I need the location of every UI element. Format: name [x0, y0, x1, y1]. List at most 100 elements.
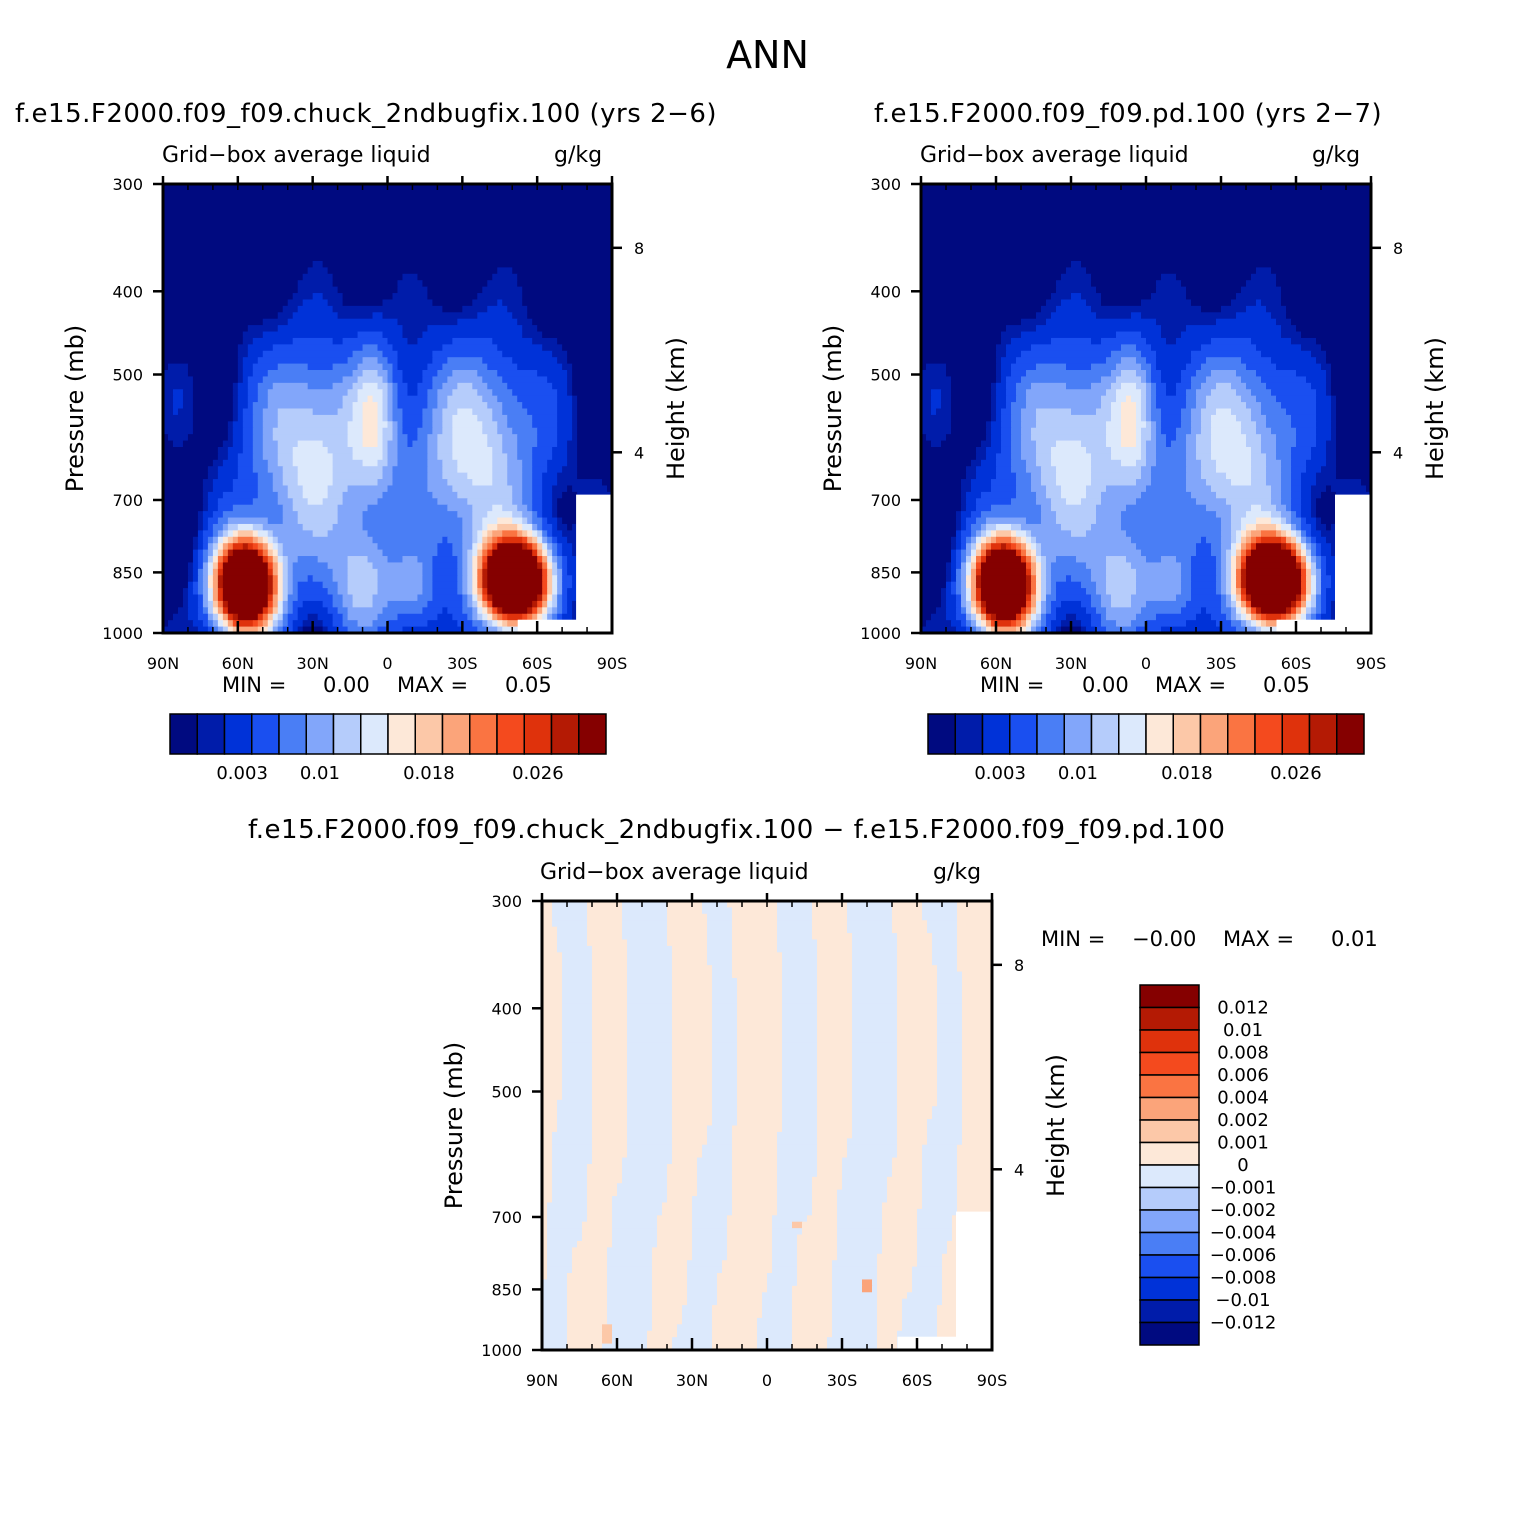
- panel3-colorbar-label: −0.006: [1210, 1245, 1277, 1266]
- panel3: 90N 60N 30N 0 30S 60S 90S 300 400 500 700 850 1000 8 4…: [440, 892, 1070, 1390]
- panel1-case-title: f.e15.F2000.f09_f09.chuck_2ndbugfix.100 …: [15, 99, 718, 129]
- panel1-colorbar-box: [550, 713, 580, 755]
- panel1-units-label: g/kg: [554, 143, 603, 168]
- panel1-colorbar-box: [441, 713, 471, 755]
- panel1-yright-label: 4: [634, 443, 644, 462]
- panel3-colorbar-label: 0.01: [1223, 1020, 1263, 1041]
- panel3-colorbar-label: 0: [1237, 1155, 1248, 1176]
- panel1-colorbar-label: 0.018: [403, 763, 455, 784]
- panel1-xtick-label: 90S: [597, 654, 628, 673]
- panel3-xtick-label: 60S: [902, 1371, 933, 1390]
- panel3-ylabel: Pressure (mb): [440, 1042, 468, 1209]
- panel2-ylabel: Pressure (mb): [819, 325, 847, 492]
- panel3-max-value: 0.01: [1331, 927, 1378, 951]
- panel3-xtick-label: 90N: [526, 1371, 558, 1390]
- panel3-colorbar-label: 0.002: [1217, 1110, 1269, 1131]
- panel3-units-label: g/kg: [933, 860, 982, 885]
- panel3-xtick-label: 60N: [601, 1371, 633, 1390]
- panel3-ytick-label: 300: [491, 892, 522, 911]
- panel2-case-title: f.e15.F2000.f09_f09.pd.100 (yrs 2−7): [874, 99, 1383, 129]
- panel1-ylabel: Pressure (mb): [61, 325, 89, 492]
- panel1-variable-label: Grid−box average liquid: [162, 143, 431, 168]
- panel2-colorbar-box: [1199, 713, 1229, 755]
- panel1-max-value: 0.05: [505, 673, 552, 697]
- panel2-ytick-label: 400: [870, 282, 901, 301]
- panel1-field: [163, 184, 613, 634]
- panel3-colorbar-label: 0.012: [1217, 998, 1269, 1019]
- panel1-colorbar: 0.003 0.01 0.018 0.026: [169, 713, 607, 784]
- panel1-xtick-label: 30S: [447, 654, 478, 673]
- panel3-colorbar-label: 0.006: [1217, 1065, 1269, 1086]
- panel2-colorbar-label: 0.01: [1058, 763, 1098, 784]
- panel2-colorbar-box: [1090, 713, 1120, 755]
- panel1-yright-label: 8: [634, 239, 644, 258]
- panel3-yright-label: 4: [1014, 1160, 1024, 1179]
- panel2-ylabel-right: Height (km): [1421, 337, 1449, 480]
- panel2-colorbar-box: [981, 713, 1011, 755]
- panel2-missing-1: [1276, 619, 1340, 633]
- panel3-min-value: −0.00: [1132, 927, 1197, 951]
- panel1-min-label: MIN =: [222, 673, 287, 697]
- panel1-min-value: 0.00: [323, 673, 370, 697]
- panel1-max-label: MAX =: [397, 673, 469, 697]
- panel2-min-value: 0.00: [1082, 673, 1129, 697]
- panel2-max-value: 0.05: [1263, 673, 1310, 697]
- panel2-colorbar-box: [1009, 713, 1038, 755]
- panel1-xtick-label: 60S: [522, 654, 553, 673]
- panel1-xtick-label: 90N: [147, 654, 179, 673]
- panel2-ytick-label: 700: [870, 491, 901, 510]
- panel3-colorbar-box: [1139, 1276, 1200, 1301]
- panel3-colorbar-box: [1139, 1186, 1200, 1211]
- panel2-xtick-label: 60S: [1281, 654, 1312, 673]
- panel3-colorbar-label: −0.001: [1210, 1178, 1277, 1199]
- panel1-ytick-label: 400: [112, 282, 143, 301]
- panel1-ylabel-right: Height (km): [662, 337, 690, 480]
- panel2-variable-label: Grid−box average liquid: [920, 143, 1189, 168]
- panel3-ytick-label: 500: [491, 1083, 522, 1102]
- panel2-colorbar-box: [1145, 713, 1174, 755]
- panel3-colorbar-label: 0.001: [1217, 1133, 1269, 1154]
- figure-title: ANN: [726, 33, 809, 77]
- panel3-max-label: MAX =: [1223, 927, 1295, 951]
- panel2-xtick-label: 30S: [1206, 654, 1237, 673]
- panel3-colorbar-label: −0.01: [1215, 1290, 1270, 1311]
- panel1-colorbar-label: 0.003: [216, 763, 268, 784]
- panel3-colorbar-box: [1139, 1164, 1200, 1189]
- panel3-xtick-label: 0: [762, 1371, 772, 1390]
- panel3-ytick-label: 850: [491, 1280, 522, 1299]
- panel2-xtick-label: 30N: [1055, 654, 1087, 673]
- panel2-xtick-label: 0: [1141, 654, 1151, 673]
- panel3-colorbar-label: −0.012: [1210, 1313, 1277, 1334]
- panel1-colorbar-box: [469, 713, 498, 755]
- panel3-colorbar-label: −0.008: [1210, 1268, 1277, 1289]
- panel2-min-label: MIN =: [980, 673, 1045, 697]
- panel2-colorbar-label: 0.026: [1270, 763, 1322, 784]
- panel3-colorbar-box: [1139, 1051, 1200, 1076]
- panel1-colorbar-box: [578, 713, 607, 755]
- panel2: 90N 60N 30N 0 30S 60S 90S 300 400 500 700 850 1000 8 4…: [819, 175, 1449, 673]
- panel2-colorbar-box: [1063, 713, 1093, 755]
- panel1: 90N 60N 30N 0 30S 60S 90S 300 400 500 700 850 1000 8 4…: [61, 175, 690, 673]
- panel3-ylabel-right: Height (km): [1042, 1054, 1070, 1197]
- panel3-colorbar-label: 0.004: [1217, 1088, 1269, 1109]
- panel3-colorbar-box: [1139, 984, 1200, 1009]
- panel3-min-label: MIN =: [1041, 927, 1106, 951]
- panel2-colorbar: 0.003 0.01 0.018 0.026: [927, 713, 1365, 784]
- diff-title: f.e15.F2000.f09_f09.chuck_2ndbugfix.100 …: [248, 815, 1226, 845]
- panel2-field: [921, 184, 1372, 634]
- panel2-colorbar-box: [927, 713, 956, 755]
- panel3-missing-2: [956, 1211, 992, 1350]
- panel3-colorbar-box: [1139, 1299, 1200, 1324]
- panel1-colorbar-box: [223, 713, 253, 755]
- panel2-units-label: g/kg: [1312, 143, 1361, 168]
- panel1-colorbar-box: [387, 713, 416, 755]
- panel2-colorbar-box: [1227, 713, 1256, 755]
- panel1-ytick-label: 1000: [102, 624, 143, 643]
- panel1-colorbar-box: [523, 713, 553, 755]
- panel2-colorbar-box: [1036, 713, 1065, 755]
- panel2-colorbar-box: [1118, 713, 1147, 755]
- panel3-colorbar-box: [1139, 1231, 1200, 1256]
- panel3-ytick-label: 700: [491, 1208, 522, 1227]
- panel1-colorbar-box: [278, 713, 307, 755]
- panel3-colorbar-box: [1139, 1119, 1200, 1144]
